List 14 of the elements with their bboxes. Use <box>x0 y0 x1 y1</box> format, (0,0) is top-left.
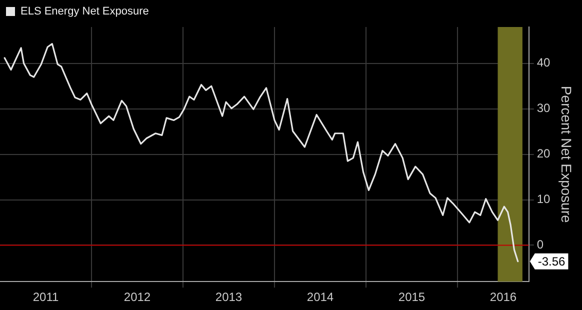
y-tick-label: 20 <box>536 146 551 161</box>
x-tick-label: 2012 <box>124 290 151 304</box>
x-tick-label: 2015 <box>398 290 426 304</box>
y-tick-label: 0 <box>536 238 544 252</box>
text: -3.56 <box>538 254 566 269</box>
x-tick-label: 2011 <box>32 290 59 304</box>
x-tick-label: 2013 <box>215 290 242 304</box>
y-axis-title: Percent Net Exposure <box>558 86 575 223</box>
legend-label: ELS Energy Net Exposure <box>20 6 149 18</box>
y-tick-label: 10 <box>536 192 551 206</box>
x-tick-label: 2016 <box>490 290 517 304</box>
y-tick-label: 40 <box>536 56 551 70</box>
x-tick-label: 2014 <box>306 290 334 304</box>
y-tick-label: 30 <box>536 101 551 116</box>
